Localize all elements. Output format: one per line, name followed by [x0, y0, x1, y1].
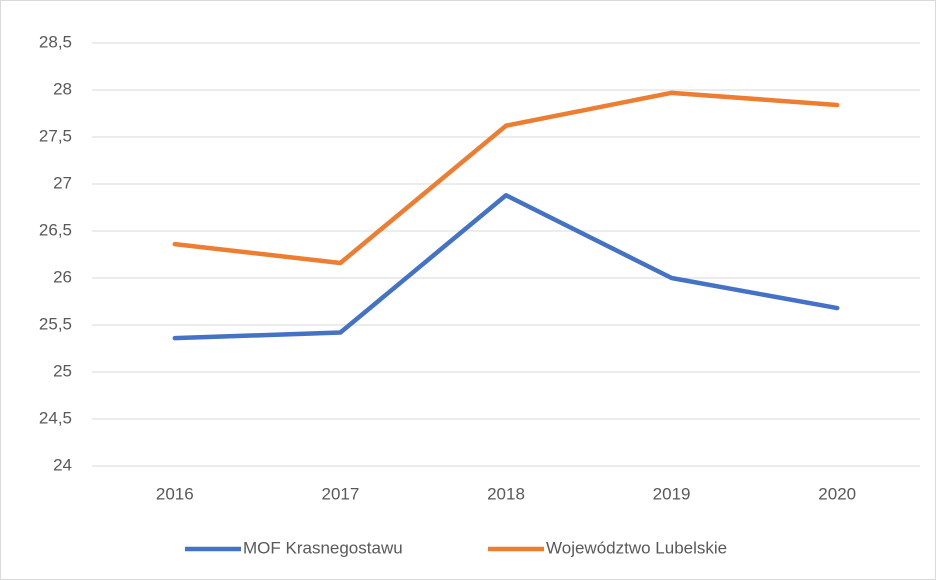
x-tick-label: 2018 — [487, 484, 525, 503]
legend-label: Województwo Lubelskie — [546, 538, 727, 557]
y-tick-label: 25 — [53, 361, 72, 380]
y-tick-label: 27 — [53, 173, 72, 192]
y-tick-label: 24 — [53, 455, 72, 474]
y-tick-label: 28,5 — [39, 32, 72, 51]
y-tick-label: 28 — [53, 79, 72, 98]
x-tick-label: 2019 — [653, 484, 691, 503]
x-tick-label: 2020 — [818, 484, 856, 503]
series-line — [172, 193, 840, 341]
y-tick-label: 25,5 — [39, 314, 72, 333]
y-tick-label: 26,5 — [39, 220, 72, 239]
y-tick-label: 27,5 — [39, 126, 72, 145]
x-tick-label: 2017 — [321, 484, 359, 503]
y-tick-label: 24,5 — [39, 408, 72, 427]
y-tick-label: 26 — [53, 267, 72, 286]
legend-label: MOF Krasnegostawu — [243, 538, 403, 557]
x-tick-label: 2016 — [156, 484, 194, 503]
series-line — [172, 90, 840, 266]
